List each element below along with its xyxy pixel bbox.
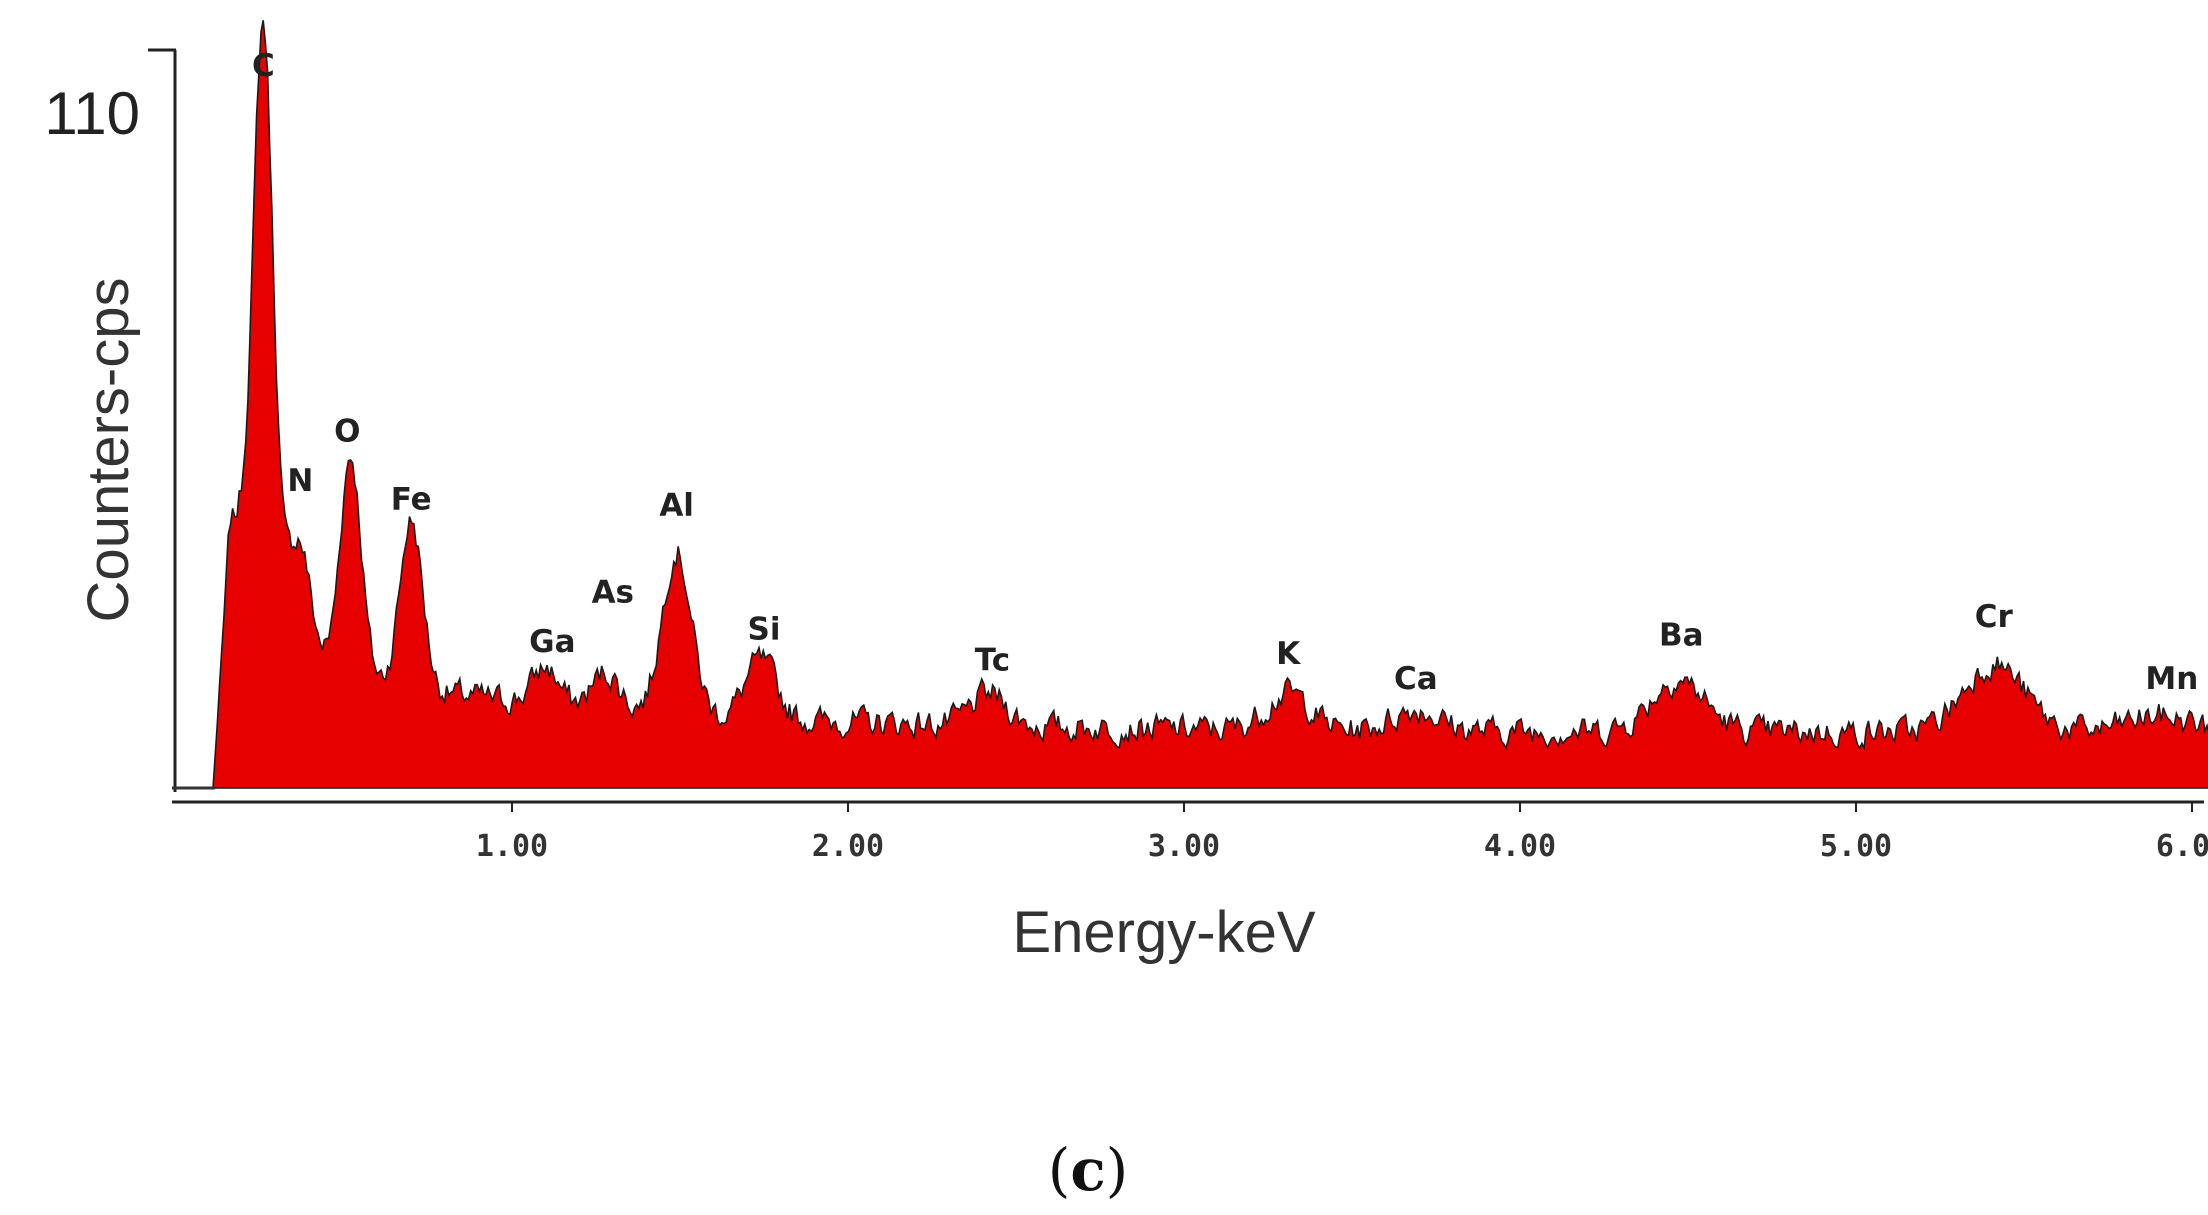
- x-tick-label: 3.00: [1148, 829, 1220, 864]
- x-tick-label: 4.00: [1484, 829, 1556, 864]
- peak-label-ba: Ba: [1659, 618, 1704, 654]
- peak-label-cr: Cr: [1975, 599, 2014, 635]
- peak-label-ga: Ga: [529, 624, 575, 660]
- plot-area: [212, 20, 2208, 789]
- y-max-label: 110: [44, 80, 140, 147]
- peak-label-c: C: [252, 48, 275, 84]
- x-axis-label: Energy-keV: [1012, 900, 1315, 965]
- peak-label-si: Si: [748, 611, 781, 647]
- peak-label-fe: Fe: [391, 481, 432, 517]
- peak-label-as: As: [592, 574, 634, 610]
- caption-close: ): [1106, 1136, 1129, 1204]
- x-tick-label: 5.00: [1820, 829, 1892, 864]
- peak-label-ca: Ca: [1394, 661, 1438, 697]
- peak-label-tc: Tc: [975, 642, 1010, 678]
- spectrum-area: [212, 20, 2208, 789]
- figure-caption: (c): [1048, 1136, 1129, 1204]
- y-axis-label: Counters-cps: [76, 278, 141, 623]
- caption-open: (: [1048, 1136, 1071, 1204]
- x-tick-label: 2.00: [812, 829, 884, 864]
- peak-label-o: O: [334, 413, 360, 449]
- peak-label-mn: Mn: [2145, 661, 2198, 697]
- peak-labels: C NO Fe Ga As Al Si Tc K Ca Ba Cr Mn: [252, 48, 2198, 697]
- x-tick-label: 6.00: [2156, 829, 2208, 864]
- peak-label-al: Al: [659, 488, 694, 524]
- x-tick-label: 1.00: [476, 829, 548, 864]
- x-ticks: 1.00 2.00 3.00 4.00 5.00 6.00: [476, 802, 2208, 864]
- peak-label-n: N: [287, 463, 313, 499]
- caption-letter: c: [1070, 1136, 1105, 1204]
- peak-label-k: K: [1276, 636, 1301, 672]
